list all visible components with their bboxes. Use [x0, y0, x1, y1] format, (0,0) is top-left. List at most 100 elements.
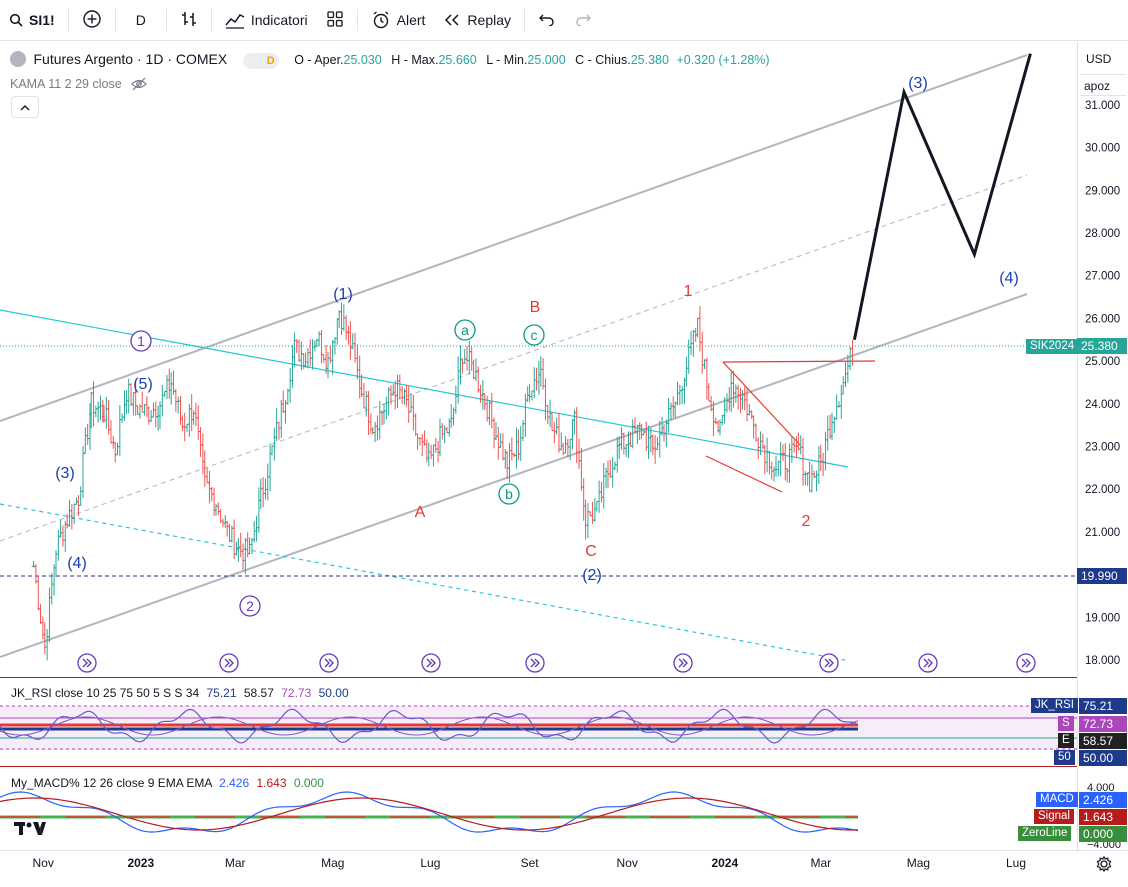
s-value: 72.73 [1083, 717, 1114, 731]
chart-settings-button[interactable] [1095, 855, 1113, 878]
cycle-marker-arrow [430, 658, 436, 668]
y-tick-label: 22.000 [1085, 484, 1120, 496]
alert-label: Alert [396, 12, 426, 28]
cycle-marker-arrow [1025, 658, 1031, 668]
chart-title: Futures Argento · 1D · COMEX [33, 51, 228, 67]
chart-type-button[interactable] [171, 0, 207, 40]
signal-value: 1.643 [1083, 810, 1114, 824]
rsi-name: JK_RSI [1035, 699, 1074, 711]
x-tick-label: Mar [810, 856, 831, 870]
interval-label: D [135, 12, 146, 28]
y-tick-label: 30.000 [1085, 143, 1120, 155]
level-price-tag: 19.990 [1077, 568, 1127, 584]
last-price-value: 25.380 [1081, 339, 1118, 353]
fifty-value-tag: 50.00 [1079, 750, 1127, 766]
indicators-icon [225, 11, 245, 29]
wave-circle [523, 324, 545, 346]
wave-label: (4) [67, 555, 87, 572]
y-tick-label: 31.000 [1085, 100, 1120, 112]
toolbar-divider [210, 9, 212, 31]
fifty-name: 50 [1058, 751, 1071, 763]
wave-label: c [531, 327, 538, 343]
wave-label: 1 [137, 333, 145, 349]
wave-label: (5) [133, 376, 153, 393]
signal-name-tag: Signal [1034, 809, 1074, 824]
currency-selector[interactable]: USD [1080, 47, 1126, 71]
macd-value: 2.426 [1083, 793, 1114, 807]
wave-circle [239, 595, 261, 617]
wave-label: (3) [55, 465, 75, 482]
symbol-tag-label: SIK2024 [1030, 340, 1075, 352]
wave-circle [454, 319, 476, 341]
wave-label: 2 [246, 598, 254, 614]
cycle-marker-arrow [828, 658, 834, 668]
undo-icon [538, 12, 556, 29]
open-value: 25.030 [343, 53, 382, 67]
tradingview-logo[interactable] [14, 820, 46, 841]
layouts-button[interactable] [317, 0, 353, 40]
y-tick-label: 23.000 [1085, 442, 1120, 454]
wave-label: (3) [908, 75, 928, 92]
cycle-marker-arrow [86, 658, 92, 668]
chart-background [0, 42, 1128, 887]
macd-value-tag: 2.426 [1079, 792, 1127, 808]
x-tick-label: Nov [33, 856, 54, 870]
cycle-marker-arrow [530, 658, 536, 668]
high-label: H - Max. [391, 53, 439, 67]
rsi-value: 75.21 [1083, 699, 1114, 713]
rsi-legend-value-2: 58.57 [243, 686, 274, 700]
macd-axis-tick: −4.000 [1087, 839, 1121, 851]
zeroline-value: 0.000 [1083, 827, 1114, 841]
cycle-marker-arrow [228, 658, 234, 668]
macd-name-tag: MACD [1036, 792, 1078, 807]
collapse-legend-button[interactable] [11, 96, 39, 118]
symbol-label: SI1! [29, 12, 55, 28]
rsi-line [0, 708, 859, 744]
toolbar-divider [356, 9, 358, 31]
cycle-marker-arrow [324, 658, 330, 668]
wave-label: (4) [999, 270, 1019, 287]
wave-label: (1) [333, 286, 353, 303]
cycle-marker-arrow [927, 658, 933, 668]
rsi-legend-value-4: 50.00 [318, 686, 349, 700]
y-tick-label: 27.000 [1085, 271, 1120, 283]
chevron-up-icon [20, 100, 30, 118]
signal-value-tag: 1.643 [1079, 809, 1127, 825]
undo-button[interactable] [529, 0, 565, 40]
top-toolbar: SI1! D Indicatori Alert R [0, 0, 1128, 41]
x-tick-label: Lug [1006, 856, 1026, 870]
wave-circle [498, 483, 520, 505]
x-tick-label: Mag [321, 856, 344, 870]
interval-button[interactable]: D [120, 0, 162, 40]
s-name-tag: S [1058, 716, 1074, 731]
replay-button[interactable]: Replay [434, 0, 520, 40]
triangle-lower-line [705, 455, 783, 493]
scale-mode-selector[interactable]: apoz [1080, 74, 1126, 96]
x-tick-label: Lug [420, 856, 440, 870]
eye-off-icon[interactable] [131, 77, 147, 94]
cycle-marker-arrow [682, 658, 688, 668]
redo-button[interactable] [565, 0, 601, 40]
wave-label: b [505, 486, 513, 502]
e-value-tag: 58.57 [1079, 733, 1127, 749]
cycle-marker-arrow [678, 658, 684, 668]
indicators-button[interactable]: Indicatori [216, 0, 317, 40]
channel-upper-line [0, 54, 1028, 422]
bar-chart-icon [180, 10, 198, 31]
macd-legend-value-2: 1.643 [256, 776, 287, 790]
toolbar-divider [67, 9, 69, 31]
macd-legend: My_MACD% 12 26 close 9 EMA EMA 2.426 1.6… [11, 776, 324, 790]
chart-legend: Futures Argento · 1D · COMEX D O - Aper.… [10, 51, 770, 69]
high-value: 25.660 [438, 53, 477, 67]
wave-label: 1 [684, 283, 693, 300]
low-label: L - Min. [486, 53, 528, 67]
rewind-icon [443, 13, 461, 27]
cycle-marker-arrow [224, 658, 230, 668]
symbol-search-button[interactable]: SI1! [0, 0, 64, 40]
x-tick-label: 2023 [127, 856, 154, 870]
alert-button[interactable]: Alert [362, 0, 435, 40]
wave-label: C [585, 543, 597, 560]
y-tick-label: 28.000 [1085, 228, 1120, 240]
compare-button[interactable] [73, 0, 111, 40]
